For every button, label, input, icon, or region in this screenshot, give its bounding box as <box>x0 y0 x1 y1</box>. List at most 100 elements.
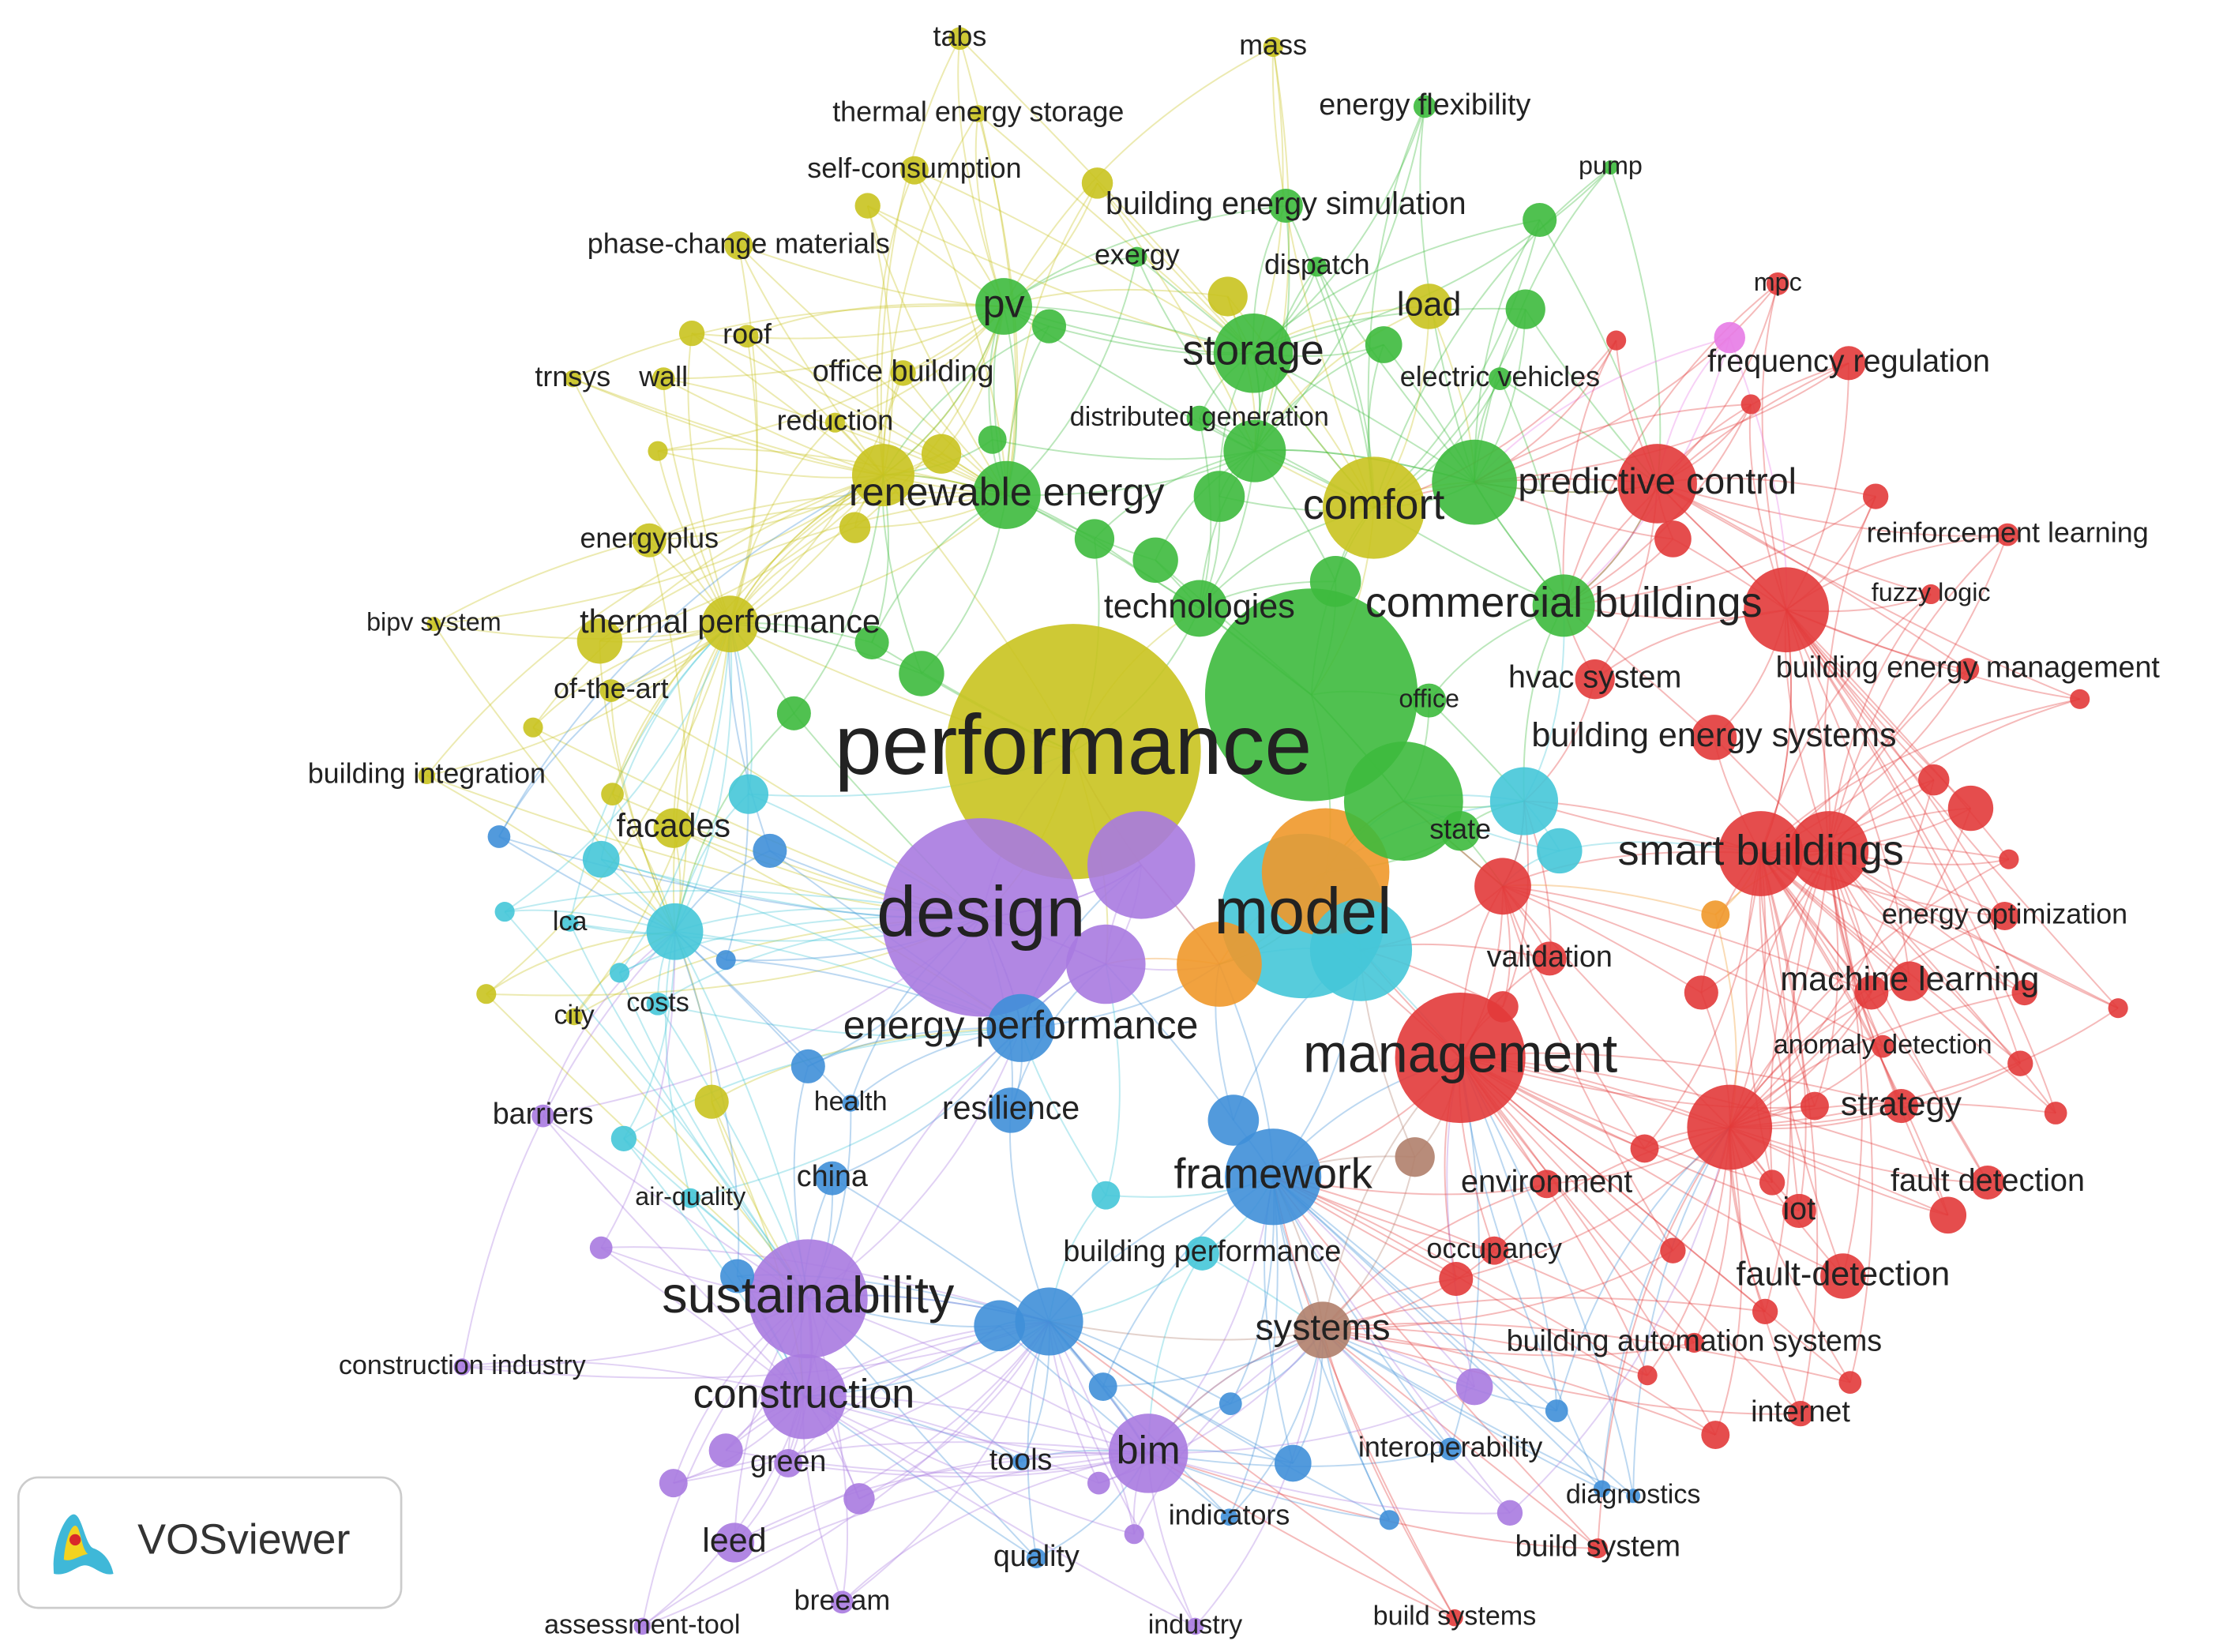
node <box>1990 902 2019 930</box>
node <box>1701 900 1730 929</box>
node-label: assessment-tool <box>544 1609 740 1639</box>
node <box>1537 828 1583 874</box>
edge <box>599 494 1007 642</box>
node <box>753 833 787 868</box>
node <box>610 1125 637 1152</box>
node <box>724 231 753 260</box>
node-label: commercial buildings <box>1365 579 1763 626</box>
node-label: quality <box>993 1539 1080 1572</box>
node <box>720 1259 755 1293</box>
node-label: occupancy <box>1426 1233 1562 1264</box>
edge <box>1657 482 2081 700</box>
node <box>1854 975 1889 1010</box>
edge <box>641 1320 1050 1628</box>
node <box>1637 1365 1658 1386</box>
edge <box>1367 106 1426 509</box>
node <box>659 1469 688 1498</box>
node <box>694 1084 729 1119</box>
node <box>1684 975 1718 1010</box>
node-label: building energy management <box>1776 651 2161 684</box>
node <box>1455 1368 1493 1406</box>
node <box>1108 1414 1188 1493</box>
edge <box>542 1115 805 1398</box>
node-label: building energy systems <box>1531 716 1896 754</box>
edge <box>729 373 904 625</box>
edge <box>1827 850 1949 1216</box>
logo-text: VOSviewer <box>137 1516 350 1564</box>
edge <box>1827 850 1863 1277</box>
edge <box>1828 850 2056 1114</box>
edge <box>729 245 758 625</box>
node <box>1660 1237 1686 1263</box>
node <box>1929 1196 1967 1234</box>
edge <box>663 378 731 625</box>
node-label: frequency regulation <box>1707 344 1990 378</box>
edge <box>657 1003 1021 1038</box>
edge <box>1322 1329 1695 1357</box>
edge <box>1322 1297 1766 1331</box>
edge <box>426 474 884 776</box>
node <box>1606 330 1627 351</box>
edge <box>498 474 884 837</box>
node <box>890 360 916 386</box>
node <box>1838 1371 1862 1395</box>
edge <box>1003 205 1286 307</box>
node <box>1787 1400 1814 1427</box>
node <box>531 1104 554 1128</box>
node <box>1207 1094 1260 1146</box>
edge <box>657 450 731 625</box>
edge <box>1272 1176 1475 1387</box>
node <box>1480 1236 1509 1265</box>
node <box>975 278 1032 335</box>
node <box>564 370 582 388</box>
edge <box>1048 1320 1455 1619</box>
nodes <box>418 27 2128 1635</box>
edge <box>1759 853 1844 1277</box>
node <box>2011 979 2037 1006</box>
node <box>978 425 1007 454</box>
node-label: electric vehicles <box>1400 361 1600 392</box>
node <box>652 367 675 390</box>
node <box>1087 811 1196 919</box>
node <box>1088 1372 1117 1401</box>
node <box>815 1161 850 1196</box>
node <box>2070 689 2090 709</box>
node <box>1343 742 1463 861</box>
edge <box>618 972 809 1300</box>
node <box>1186 1617 1204 1635</box>
node <box>1718 811 1804 896</box>
node-label: machine learning <box>1780 960 2039 998</box>
edge <box>1253 47 1290 452</box>
edge <box>648 491 1007 542</box>
edge <box>1133 1329 1324 1535</box>
node <box>1091 1181 1121 1210</box>
node <box>1223 419 1286 482</box>
edge <box>1322 1329 1603 1490</box>
edge <box>648 540 689 932</box>
edge <box>434 474 884 625</box>
edge <box>1459 1057 1717 1436</box>
edge <box>728 624 771 851</box>
edge <box>1322 1329 1801 1415</box>
node <box>1654 520 1692 558</box>
edge <box>687 333 731 625</box>
edge <box>673 1441 1149 1485</box>
node <box>576 618 623 664</box>
edge <box>1147 1452 1390 1521</box>
edge <box>1228 1177 1279 1518</box>
node <box>969 105 987 122</box>
edge <box>734 1320 1050 1544</box>
edge <box>486 993 809 1300</box>
edge <box>867 205 1254 355</box>
node <box>609 963 630 983</box>
edge <box>1322 1329 1455 1619</box>
node <box>921 434 962 474</box>
edge <box>1272 1176 1634 1497</box>
edge <box>1322 1249 1673 1331</box>
edge <box>1148 1448 1451 1467</box>
node-label: comfort <box>1303 481 1445 528</box>
node <box>1489 367 1511 390</box>
node <box>701 595 759 653</box>
node <box>1406 283 1452 329</box>
node <box>1505 289 1545 329</box>
